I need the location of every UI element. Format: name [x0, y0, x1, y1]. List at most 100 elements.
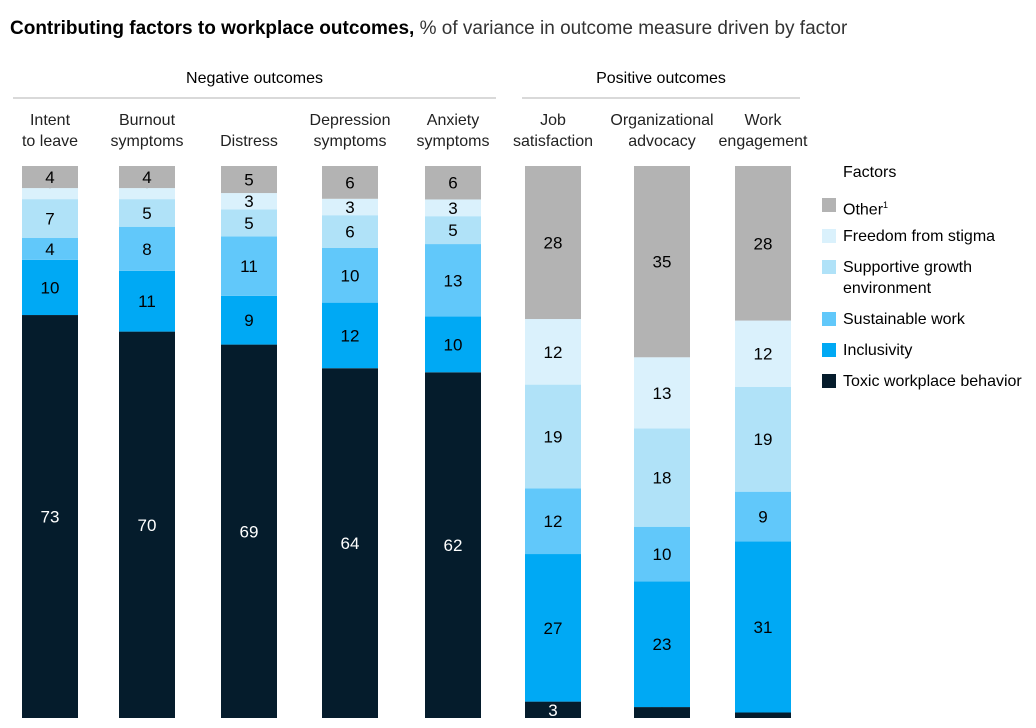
- bar-segment: [322, 215, 378, 248]
- legend-swatch: [822, 260, 836, 274]
- legend-item: Supportive growth environment: [822, 257, 1033, 299]
- data-label: 73: [41, 508, 60, 527]
- data-label: 28: [754, 234, 773, 253]
- data-label: 6: [345, 173, 354, 192]
- bar-segment: [634, 357, 690, 429]
- legend-title: Factors: [843, 164, 897, 181]
- chart-subtitle: % of variance in outcome measure driven …: [419, 18, 848, 39]
- data-label: 6: [345, 223, 354, 242]
- legend-swatch: [822, 312, 836, 326]
- x-tick-label: Work engagement: [718, 112, 808, 150]
- data-label: 19: [754, 430, 773, 449]
- bar-stack: 73104724: [22, 165, 78, 718]
- bar-segment: [634, 707, 690, 718]
- x-tick-label: Intent to leave: [21, 112, 79, 150]
- data-label: 5: [244, 214, 253, 233]
- x-tick-label: Job satisfaction: [512, 112, 594, 150]
- bar-segment: [322, 247, 378, 303]
- legend-item: Inclusivity: [822, 340, 1033, 361]
- data-label: 70: [138, 516, 157, 535]
- data-label: 3: [448, 199, 457, 218]
- data-label: 3: [548, 701, 557, 720]
- legend-label: Other1: [843, 200, 889, 219]
- data-label: 11: [138, 292, 156, 311]
- bar-segment: [634, 428, 690, 527]
- legend-label: Inclusivity: [843, 342, 913, 359]
- bar-segment: [735, 320, 791, 387]
- data-label: 12: [754, 345, 773, 364]
- bar-segment: [735, 541, 791, 713]
- data-label: 3: [345, 198, 354, 217]
- bar-stack: 62 10 13 5 3 6: [425, 166, 481, 718]
- legend-item: Toxic workplace behavior: [822, 371, 1033, 392]
- data-label: 8: [142, 240, 151, 259]
- bar-segment: [221, 209, 277, 237]
- chart-title-main: Contributing factors to workplace outcom…: [10, 18, 415, 39]
- bar-segment: [221, 193, 277, 210]
- bar-stack: 3 27 12 19 12 28: [525, 166, 581, 720]
- bar-segment: [525, 166, 581, 320]
- bar-segment: [322, 198, 378, 216]
- legend-swatch: [822, 198, 836, 212]
- data-label: 10: [41, 278, 60, 297]
- bar-segment: [735, 491, 791, 542]
- bar-segment: [735, 166, 791, 321]
- bar-segment: [525, 384, 581, 489]
- bar-segment: [425, 166, 481, 200]
- data-label: 7: [45, 209, 54, 228]
- legend-item: Freedom from stigma: [822, 226, 1033, 247]
- data-label: 10: [444, 335, 463, 354]
- bar-segment: [634, 581, 690, 708]
- bar-segment: [425, 244, 481, 317]
- data-label: 4: [142, 168, 151, 187]
- bar-segment: [119, 199, 175, 227]
- bar-segment: [425, 372, 481, 718]
- group-label: Negative outcomes: [186, 70, 323, 87]
- bar-segment: [525, 488, 581, 555]
- legend-label: Supportive growth environment: [843, 259, 972, 297]
- legend-swatch: [822, 229, 836, 243]
- x-tick-label: Distress: [220, 133, 278, 150]
- data-label: 5: [244, 171, 253, 190]
- x-tick-label: Organizational advocacy: [610, 112, 714, 150]
- x-tick-label: Depression symptoms: [309, 112, 391, 150]
- legend-label: Toxic workplace behavior: [843, 373, 1022, 390]
- data-label: 5: [142, 204, 151, 223]
- data-label: 28: [544, 234, 563, 253]
- data-label: 6: [448, 174, 457, 193]
- group-divider: [522, 97, 800, 99]
- bar-segment: [22, 315, 78, 718]
- bar-segment: [221, 295, 277, 345]
- data-label: 10: [341, 266, 360, 285]
- legend-item: Sustainable work: [822, 309, 1033, 330]
- x-tick-label: Burnout symptoms: [110, 112, 184, 150]
- legend-swatch: [822, 343, 836, 357]
- bar-segment: [322, 368, 378, 718]
- bar-segment: [322, 166, 378, 199]
- data-label: 12: [544, 343, 563, 362]
- legend-label: Freedom from stigma: [843, 228, 996, 245]
- bar-segment: [425, 316, 481, 373]
- bar-segment: [22, 166, 78, 189]
- bar-segment: [22, 199, 78, 238]
- bar-segment: [22, 188, 78, 200]
- bar-segment: [119, 166, 175, 189]
- data-label: 11: [240, 257, 258, 276]
- bar-segment: [221, 236, 277, 296]
- bar-segment: [119, 188, 175, 200]
- bar-stack: 22310181335: [634, 166, 690, 718]
- bar-segment: [221, 344, 277, 718]
- legend-item: Other1: [822, 195, 1033, 220]
- bar-segment: [425, 199, 481, 217]
- data-label: 31: [754, 618, 773, 637]
- bar-segment: [425, 216, 481, 245]
- data-label: 5: [448, 221, 457, 240]
- data-label: 62: [444, 536, 463, 555]
- bar-segment: [119, 270, 175, 332]
- x-tick-label: Anxiety symptoms: [416, 112, 490, 150]
- bar-stack: 64 12 10 6 3 6: [322, 166, 378, 718]
- bar-stack: 69 9 11 5 3 5: [221, 166, 277, 718]
- bar-segment: [634, 526, 690, 582]
- bar-segment: [735, 386, 791, 492]
